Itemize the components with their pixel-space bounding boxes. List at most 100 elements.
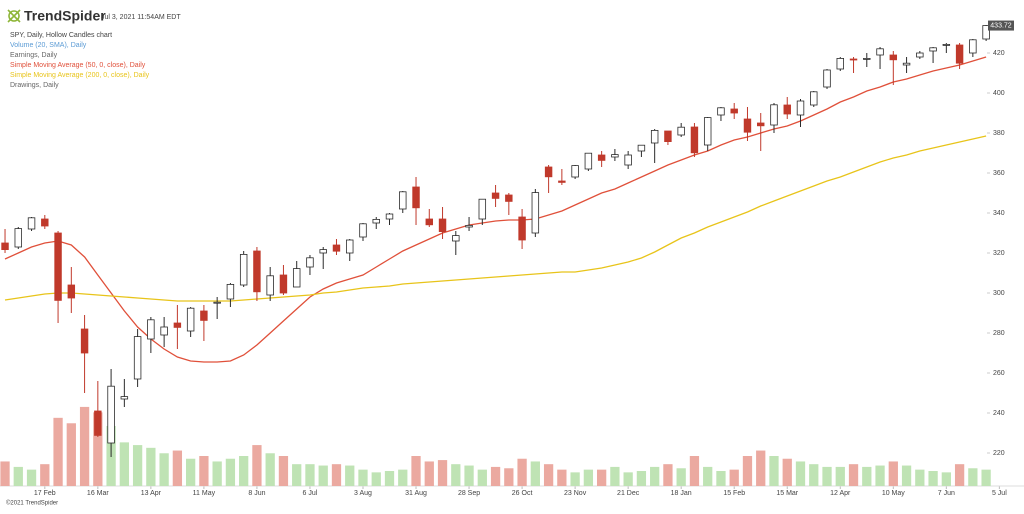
volume-bar (0, 461, 10, 486)
x-tick-label: 12 Apr (830, 490, 851, 497)
candle-body (876, 48, 884, 56)
candle-body (558, 180, 566, 183)
volume-bar (239, 456, 249, 486)
volume-bar (318, 465, 328, 486)
candle-body (650, 129, 659, 144)
sma-line (4, 135, 987, 302)
candle-body (730, 108, 738, 114)
volume-bar (915, 469, 925, 486)
volume-bar (756, 450, 766, 486)
candle-body (637, 144, 646, 152)
candle-body (544, 166, 553, 178)
last-price: 433.72 (990, 22, 1012, 29)
volume-bar (464, 465, 474, 486)
candle-body (438, 218, 447, 232)
volume-bar (477, 469, 487, 486)
volume-bar (265, 453, 275, 486)
candle-body (664, 130, 672, 143)
volume-bar (650, 466, 660, 486)
candle-body (239, 253, 248, 286)
volume-bar (185, 458, 196, 486)
x-tick-label: 5 Jul (992, 490, 1007, 497)
y-tick-label: 240 (993, 410, 1005, 417)
volume-bar (345, 465, 355, 486)
candle-body (743, 118, 752, 133)
y-tick-label: 360 (993, 170, 1005, 177)
volume-bar (795, 461, 806, 486)
candle-body (94, 410, 102, 436)
volume-bar (225, 458, 236, 486)
last-price-box (988, 20, 1014, 31)
volume-bar (636, 471, 647, 486)
volume-bar (371, 472, 381, 486)
volume-bar (132, 445, 143, 486)
candle-body (717, 107, 725, 116)
volume-bar (928, 471, 938, 486)
candle-body (478, 198, 487, 220)
candle-body (942, 44, 951, 46)
candle-body (412, 186, 420, 209)
volume-bar (398, 469, 408, 486)
volume-bar (742, 456, 753, 486)
volume-bar (623, 472, 633, 486)
volume-bar (822, 466, 832, 486)
x-tick-label: 31 Aug (405, 490, 427, 497)
volume-bar (172, 450, 183, 486)
volume-bar (411, 456, 421, 486)
volume-bar (490, 466, 501, 486)
candle-body (611, 154, 619, 158)
candle-body (147, 319, 155, 340)
x-tick-label: 16 Mar (87, 490, 109, 497)
x-tick-label: 17 Feb (34, 490, 56, 497)
brand: TrendSpider (24, 8, 106, 24)
logo (7, 9, 21, 23)
volume-bar (212, 461, 222, 486)
candle-body (200, 310, 208, 321)
candle-body (292, 268, 301, 288)
candle-body (703, 117, 712, 146)
volume-bar (13, 466, 23, 486)
volume-bar (543, 464, 554, 486)
candle-body (624, 154, 632, 166)
volume-bar (278, 456, 289, 486)
candle-body (279, 274, 288, 294)
volume-bar (769, 456, 779, 486)
candle-body (332, 244, 341, 252)
candle-body (465, 224, 473, 228)
volume-bar (331, 464, 342, 486)
candle-body (518, 216, 526, 241)
volume-bar (53, 417, 63, 486)
volume-bar (941, 472, 951, 486)
volume-bar (146, 447, 156, 486)
x-tick-label: 23 Nov (564, 490, 587, 497)
y-tick-label: 220 (993, 450, 1005, 457)
copyright: ©2021 TrendSpider (6, 500, 58, 507)
candle-body (982, 25, 990, 40)
x-tick-label: 11 May (193, 490, 216, 497)
volume-bar (875, 465, 885, 486)
volume-bar (809, 464, 819, 486)
candle-body (385, 213, 394, 220)
x-tick-label: 10 May (882, 490, 905, 497)
candle-body (770, 104, 778, 126)
volume-bar (159, 453, 169, 486)
y-tick-label: 380 (993, 130, 1005, 137)
candle-body (955, 44, 964, 64)
candle-body (584, 152, 593, 170)
volume-bar (384, 471, 395, 486)
legend-entry: Drawings, Daily (10, 82, 59, 89)
volume-bar (557, 469, 567, 486)
candle-body (266, 275, 274, 296)
candle-body (120, 396, 129, 400)
volume-bar (517, 458, 527, 486)
legend-entry: Simple Moving Average (50, 0, close), Da… (10, 62, 146, 69)
candle-body (80, 328, 89, 354)
candle-body (27, 217, 36, 230)
legend-entry: Volume (20, SMA), Daily (10, 42, 87, 49)
volume-bar (848, 464, 859, 486)
candle-body (173, 322, 182, 328)
candle-body (849, 58, 858, 61)
volume-bar (954, 464, 965, 486)
volume-bar (596, 469, 607, 486)
volume-bar (26, 469, 37, 486)
